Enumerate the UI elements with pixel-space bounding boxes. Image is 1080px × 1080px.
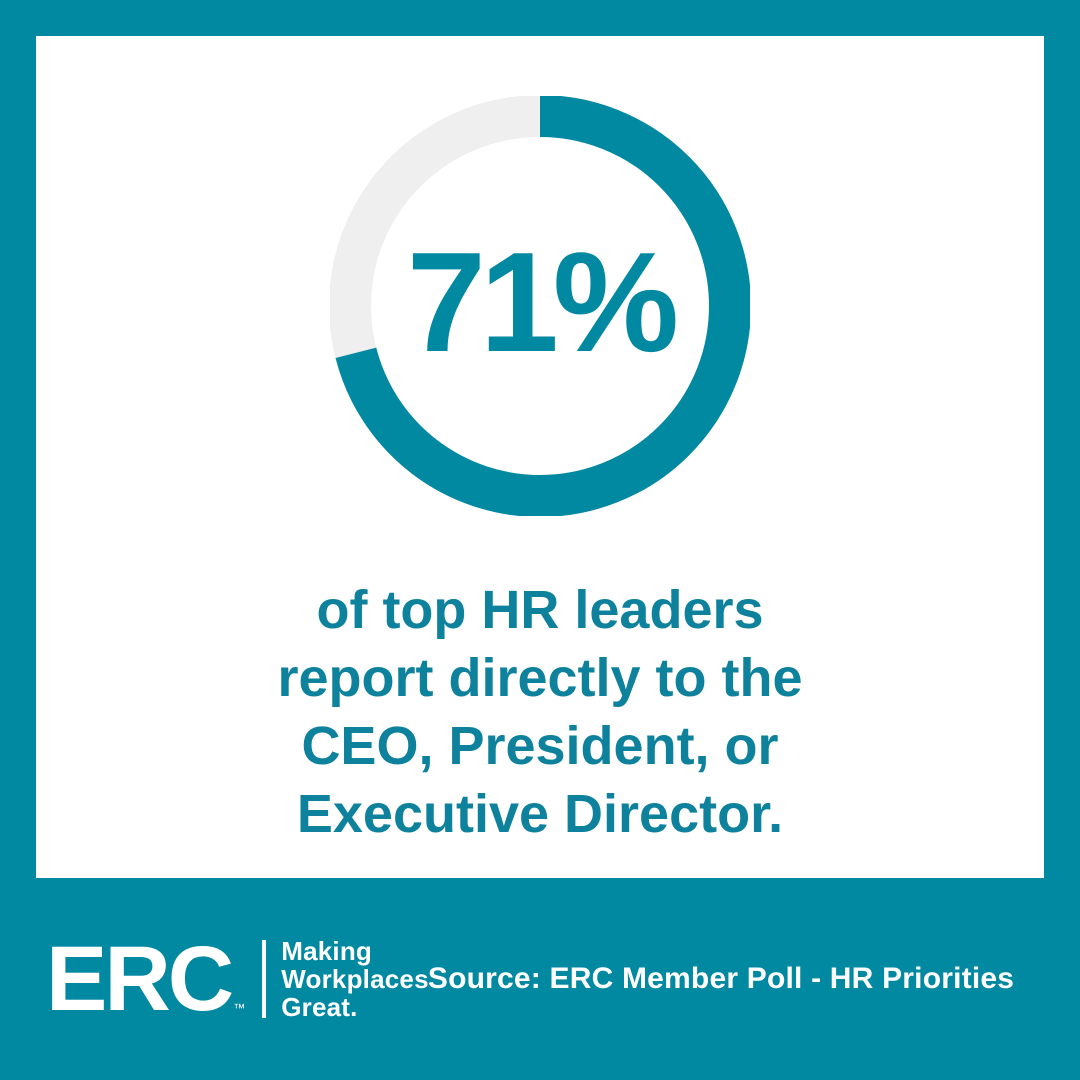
logo-tagline: Making Workplaces Great. [281,937,428,1021]
stat-percentage: 71% [406,223,679,382]
tagline-line: Making [281,936,373,966]
erc-wordmark: ERC ™ [46,928,246,1030]
tagline-line: Workplaces [281,964,429,994]
stat-card: 71% of top HR leaders report directly to… [36,36,1044,878]
source-attribution: Source: ERC Member Poll - HR Priorities [427,962,1015,995]
statement-text: of top HR leaders report directly to the… [36,576,1044,848]
donut-value-arc [330,96,750,516]
erc-logo: ERC ™ Making Workplaces Great. [46,928,429,1030]
donut-chart: 71% [330,96,750,516]
tagline-line: Great. [281,992,358,1022]
statement-line: CEO, President, or [301,716,779,776]
erc-logo-text: ERC [46,928,234,1030]
donut-chart-svg [330,96,750,516]
logo-divider [262,940,267,1018]
statement-line: of top HR leaders [316,580,764,640]
statement-line: Executive Director. [296,784,784,844]
footer-bar: ERC ™ Making Workplaces Great. Source: E… [0,878,1080,1080]
statement-line: report directly to the [277,648,803,708]
trademark-symbol: ™ [233,1001,246,1015]
